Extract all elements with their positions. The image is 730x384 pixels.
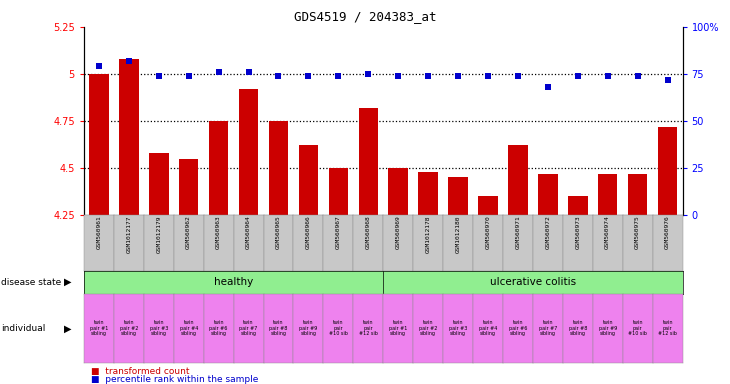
Text: GSM1012180: GSM1012180 xyxy=(456,215,461,253)
Text: GSM560962: GSM560962 xyxy=(186,215,191,249)
Point xyxy=(453,73,464,79)
Bar xyxy=(239,89,258,384)
Text: twin
pair #2
sibling: twin pair #2 sibling xyxy=(419,320,437,336)
Text: healthy: healthy xyxy=(214,277,253,287)
Text: twin
pair #8
sibling: twin pair #8 sibling xyxy=(569,320,587,336)
Point xyxy=(602,73,613,79)
Text: GSM560976: GSM560976 xyxy=(665,215,670,249)
Bar xyxy=(388,168,408,384)
Point xyxy=(242,69,255,75)
Point xyxy=(333,73,345,79)
Bar xyxy=(568,196,588,384)
Bar xyxy=(538,174,558,384)
Text: twin
pair #4
sibling: twin pair #4 sibling xyxy=(479,320,497,336)
Point xyxy=(542,84,554,90)
Text: GDS4519 / 204383_at: GDS4519 / 204383_at xyxy=(293,10,437,23)
Text: twin
pair #3
sibling: twin pair #3 sibling xyxy=(449,320,467,336)
Text: twin
pair #3
sibling: twin pair #3 sibling xyxy=(150,320,168,336)
Text: GSM560969: GSM560969 xyxy=(396,215,401,249)
Bar xyxy=(658,127,677,384)
Text: twin
pair #9
sibling: twin pair #9 sibling xyxy=(299,320,318,336)
Text: twin
pair #4
sibling: twin pair #4 sibling xyxy=(180,320,198,336)
Text: ▶: ▶ xyxy=(64,277,72,287)
Point xyxy=(572,73,584,79)
Text: GSM560963: GSM560963 xyxy=(216,215,221,249)
Text: GSM560964: GSM560964 xyxy=(246,215,251,249)
Point xyxy=(153,73,165,79)
Text: twin
pair
#10 sib: twin pair #10 sib xyxy=(629,320,647,336)
Bar xyxy=(508,146,528,384)
Text: GSM560971: GSM560971 xyxy=(515,215,520,249)
Text: GSM560975: GSM560975 xyxy=(635,215,640,249)
Point xyxy=(512,73,524,79)
Point xyxy=(182,73,194,79)
Bar xyxy=(299,146,318,384)
Point xyxy=(422,73,434,79)
Bar xyxy=(209,121,228,384)
Text: twin
pair
#10 sib: twin pair #10 sib xyxy=(329,320,347,336)
Point xyxy=(213,69,225,75)
Bar xyxy=(418,172,438,384)
Bar xyxy=(269,121,288,384)
Text: ■  transformed count: ■ transformed count xyxy=(91,367,190,376)
Point xyxy=(303,73,315,79)
Text: individual: individual xyxy=(1,324,46,333)
Text: GSM560965: GSM560965 xyxy=(276,215,281,249)
Text: disease state: disease state xyxy=(1,278,62,287)
Text: GSM560972: GSM560972 xyxy=(545,215,550,249)
Text: GSM560967: GSM560967 xyxy=(336,215,341,249)
Bar xyxy=(149,153,169,384)
Text: ■  percentile rank within the sample: ■ percentile rank within the sample xyxy=(91,374,258,384)
Bar xyxy=(179,159,199,384)
Bar xyxy=(119,59,139,384)
Text: GSM560970: GSM560970 xyxy=(485,215,491,249)
Text: twin
pair #6
sibling: twin pair #6 sibling xyxy=(509,320,527,336)
Point xyxy=(123,58,134,64)
Text: twin
pair #7
sibling: twin pair #7 sibling xyxy=(239,320,258,336)
Text: GSM1012179: GSM1012179 xyxy=(156,215,161,253)
Bar xyxy=(628,174,648,384)
Text: twin
pair #2
sibling: twin pair #2 sibling xyxy=(120,320,138,336)
Bar xyxy=(598,174,618,384)
Point xyxy=(662,76,674,83)
Point xyxy=(393,73,404,79)
Text: GSM560973: GSM560973 xyxy=(575,215,580,249)
Point xyxy=(273,73,285,79)
Point xyxy=(483,73,494,79)
Point xyxy=(631,73,644,79)
Text: twin
pair #8
sibling: twin pair #8 sibling xyxy=(269,320,288,336)
Text: GSM1012177: GSM1012177 xyxy=(126,215,131,253)
Text: twin
pair
#12 sib: twin pair #12 sib xyxy=(658,320,677,336)
Text: twin
pair #7
sibling: twin pair #7 sibling xyxy=(539,320,557,336)
Text: twin
pair
#12 sib: twin pair #12 sib xyxy=(359,320,377,336)
Text: GSM560968: GSM560968 xyxy=(366,215,371,249)
Text: twin
pair #1
sibling: twin pair #1 sibling xyxy=(90,320,108,336)
Text: ulcerative colitis: ulcerative colitis xyxy=(490,277,576,287)
Point xyxy=(93,63,105,70)
Text: GSM560974: GSM560974 xyxy=(605,215,610,249)
Bar xyxy=(328,168,348,384)
Text: twin
pair #6
sibling: twin pair #6 sibling xyxy=(210,320,228,336)
Bar xyxy=(89,74,109,384)
Bar xyxy=(358,108,378,384)
Text: twin
pair #9
sibling: twin pair #9 sibling xyxy=(599,320,617,336)
Point xyxy=(363,71,374,77)
Bar xyxy=(448,177,468,384)
Text: GSM1012178: GSM1012178 xyxy=(426,215,431,253)
Text: GSM560966: GSM560966 xyxy=(306,215,311,249)
Text: twin
pair #1
sibling: twin pair #1 sibling xyxy=(389,320,407,336)
Text: ▶: ▶ xyxy=(64,323,72,333)
Bar xyxy=(478,196,498,384)
Text: GSM560961: GSM560961 xyxy=(96,215,101,249)
